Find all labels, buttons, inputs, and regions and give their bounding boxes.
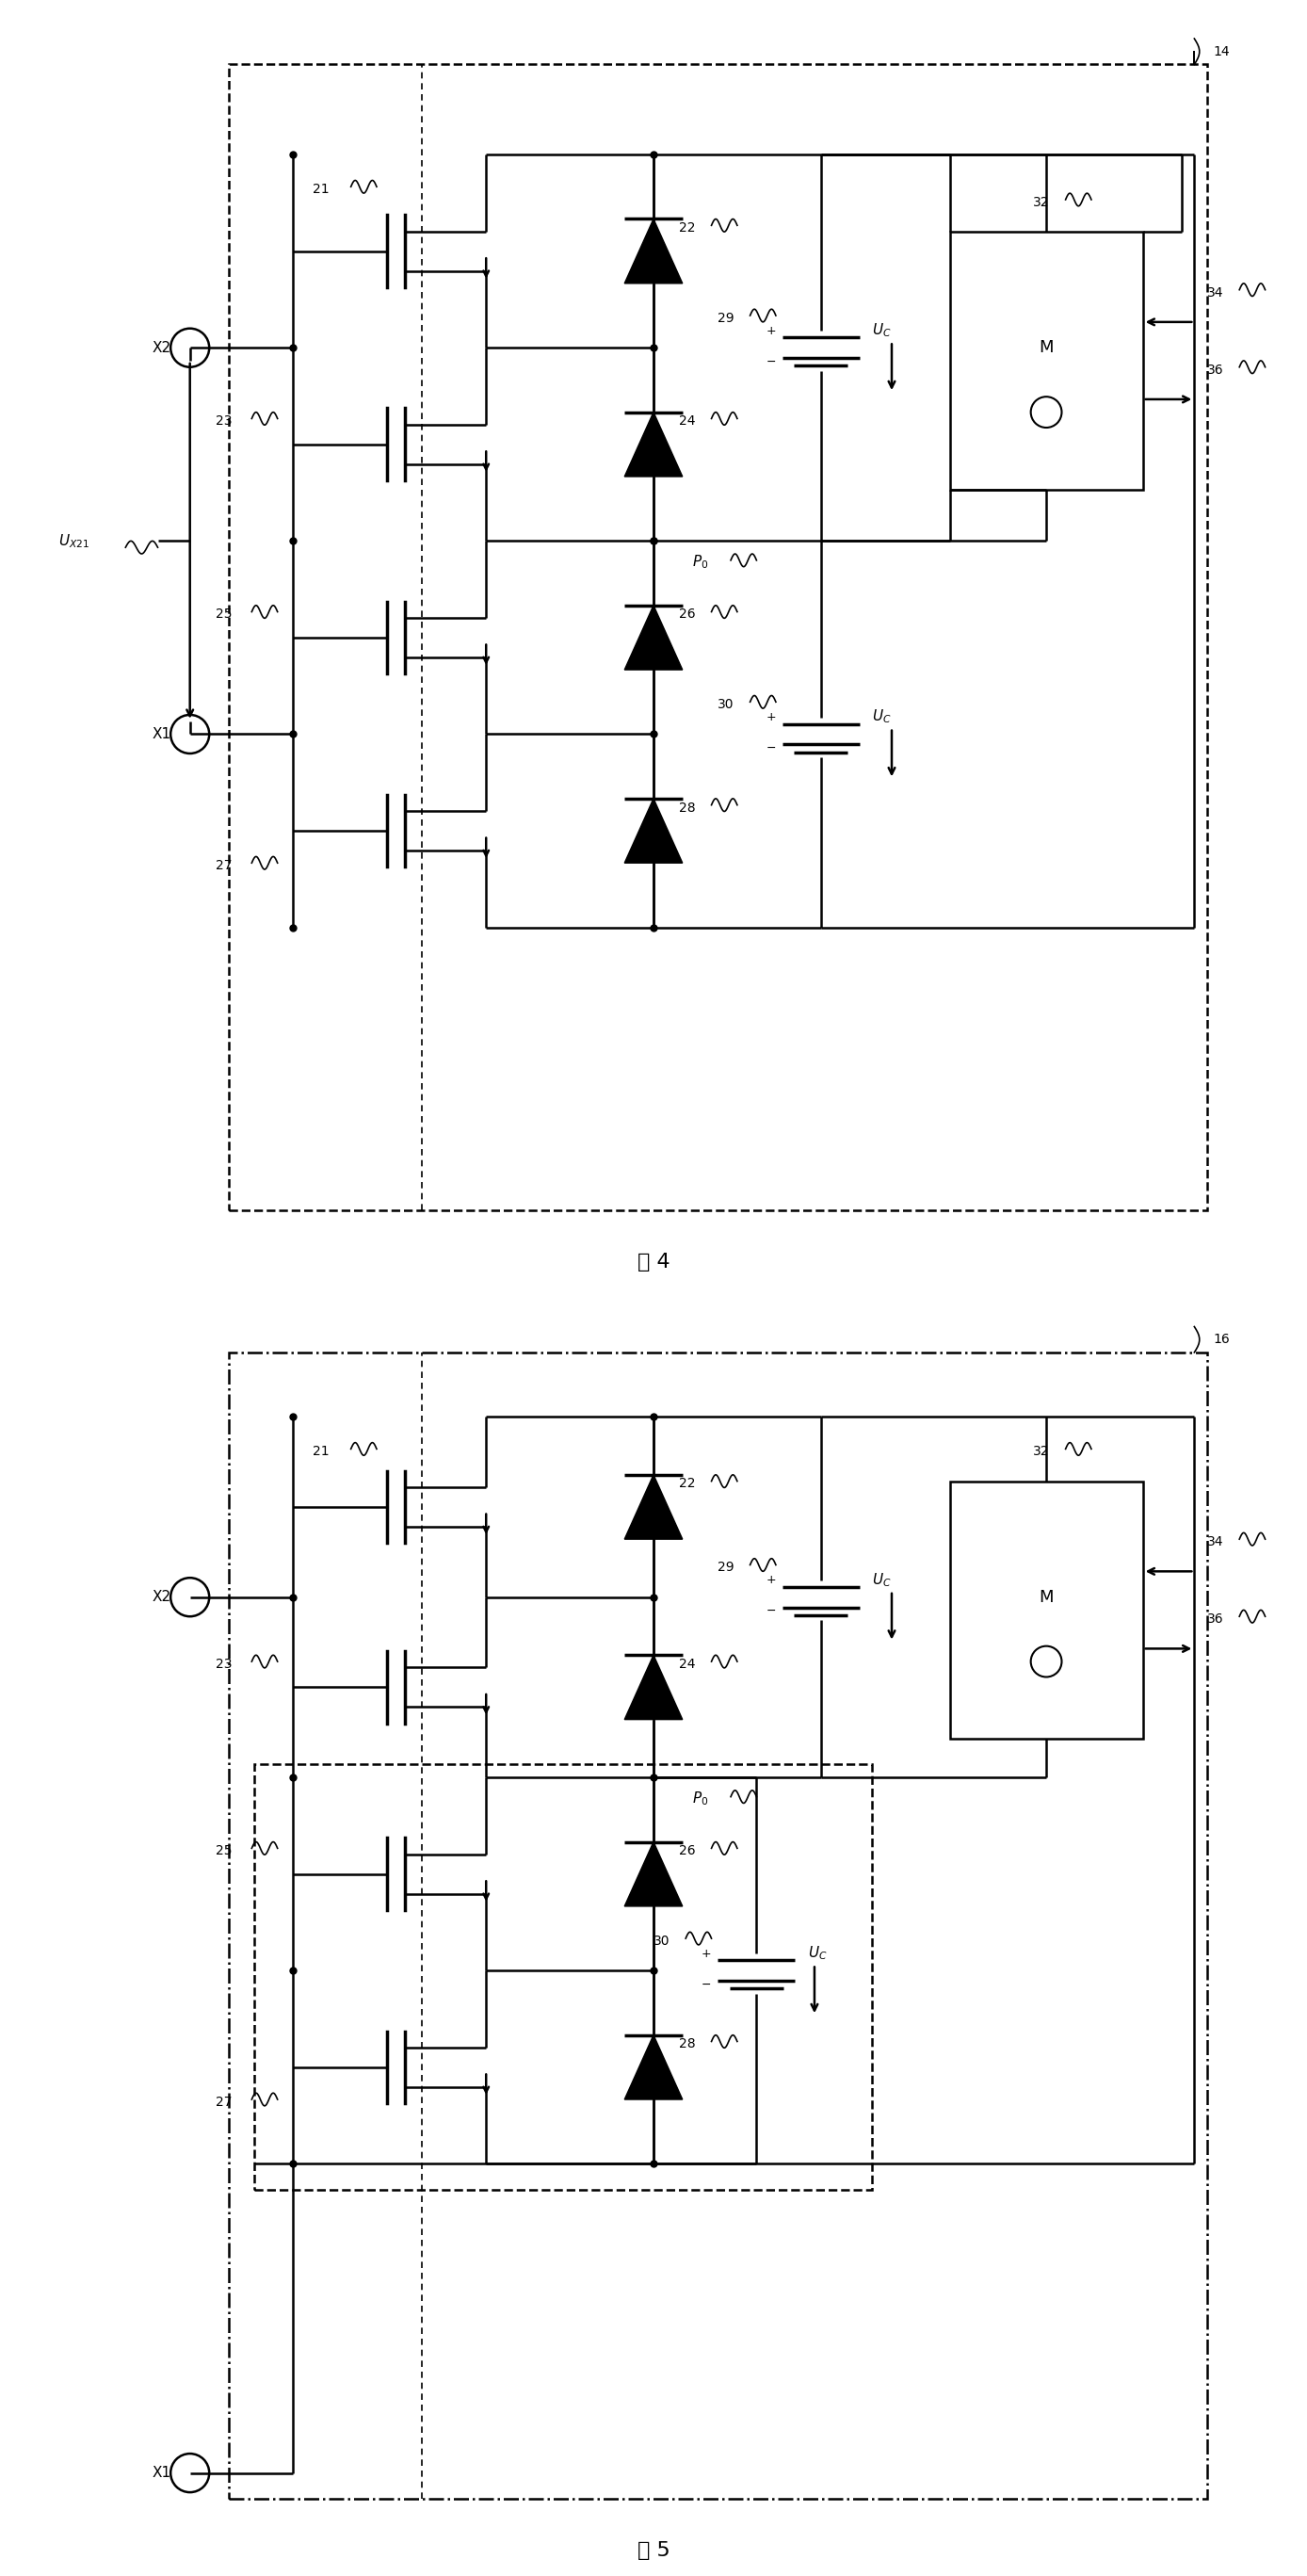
Text: 27: 27 <box>216 858 233 873</box>
Text: 22: 22 <box>680 222 695 234</box>
Text: $U_{X21}$: $U_{X21}$ <box>59 533 90 549</box>
Text: $U_C$: $U_C$ <box>872 322 891 340</box>
Text: 图 5: 图 5 <box>637 2540 670 2561</box>
Polygon shape <box>625 1654 682 1721</box>
Polygon shape <box>625 412 682 477</box>
Text: 27: 27 <box>216 2094 233 2110</box>
Polygon shape <box>625 2035 682 2099</box>
Text: $U_C$: $U_C$ <box>872 1571 891 1589</box>
Text: 29: 29 <box>718 312 735 325</box>
Text: 22: 22 <box>680 1476 695 1492</box>
Text: −: − <box>766 355 776 368</box>
Text: 21: 21 <box>312 183 329 196</box>
Polygon shape <box>625 1842 682 1906</box>
Text: 34: 34 <box>1208 1535 1223 1548</box>
Text: 36: 36 <box>1208 1613 1223 1625</box>
Bar <box>229 64 1208 1211</box>
Text: 28: 28 <box>680 2038 695 2050</box>
Text: 16: 16 <box>1214 1332 1230 1347</box>
Text: M: M <box>1039 1589 1053 1605</box>
Text: 25: 25 <box>216 608 233 621</box>
Text: 23: 23 <box>216 1656 233 1672</box>
Text: +: + <box>766 325 776 337</box>
Bar <box>950 232 1142 489</box>
Polygon shape <box>625 219 682 283</box>
Text: 30: 30 <box>654 1935 670 1947</box>
Bar <box>950 1481 1142 1739</box>
Text: 25: 25 <box>216 1844 233 1857</box>
Text: −: − <box>702 1978 711 1991</box>
Text: 26: 26 <box>680 608 695 621</box>
Text: 14: 14 <box>1214 44 1230 59</box>
Polygon shape <box>625 799 682 863</box>
Text: 26: 26 <box>680 1844 695 1857</box>
Text: $U_C$: $U_C$ <box>808 1945 827 1963</box>
Text: +: + <box>766 711 776 724</box>
Text: 24: 24 <box>680 415 695 428</box>
Text: X2: X2 <box>152 1589 171 1605</box>
Text: 23: 23 <box>216 415 233 428</box>
Text: −: − <box>766 1605 776 1618</box>
Polygon shape <box>625 1473 682 1538</box>
Text: +: + <box>702 1947 711 1960</box>
Text: $P_0$: $P_0$ <box>693 554 708 572</box>
Polygon shape <box>625 605 682 670</box>
Text: X1: X1 <box>152 2465 171 2481</box>
Bar <box>229 1352 1208 2499</box>
Text: 32: 32 <box>1034 1445 1050 1458</box>
Text: 24: 24 <box>680 1656 695 1672</box>
Text: 图 4: 图 4 <box>638 1252 669 1273</box>
Bar <box>255 1765 872 2190</box>
Text: X1: X1 <box>152 726 171 742</box>
Text: M: M <box>1039 340 1053 355</box>
Text: 29: 29 <box>718 1561 735 1574</box>
Text: X2: X2 <box>152 340 171 355</box>
Text: $P_0$: $P_0$ <box>693 1790 708 1808</box>
Text: 28: 28 <box>680 801 695 814</box>
Text: +: + <box>766 1574 776 1587</box>
Text: 36: 36 <box>1208 363 1223 376</box>
Text: $U_C$: $U_C$ <box>872 708 891 726</box>
Text: 30: 30 <box>718 698 735 711</box>
Text: 34: 34 <box>1208 286 1223 299</box>
Text: −: − <box>766 742 776 755</box>
Text: 32: 32 <box>1034 196 1050 209</box>
Text: 21: 21 <box>312 1445 329 1458</box>
